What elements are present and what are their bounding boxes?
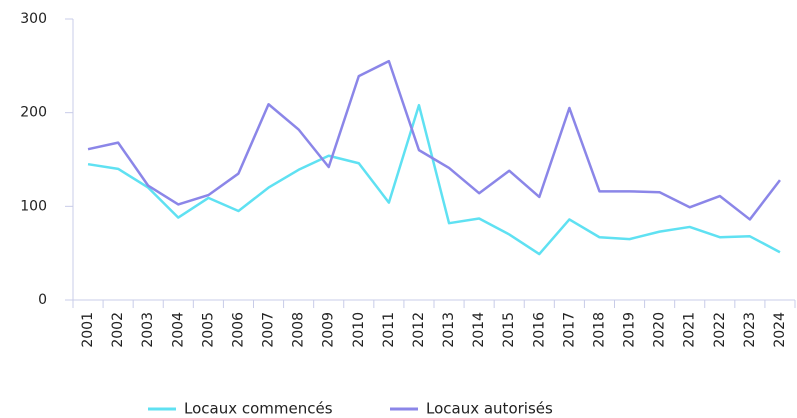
y-tick-label: 0 bbox=[38, 292, 47, 308]
x-tick-label: 2018 bbox=[591, 312, 607, 348]
legend-label: Locaux commencés bbox=[184, 400, 333, 418]
x-tick-label: 2014 bbox=[471, 312, 487, 348]
x-tick-label: 2022 bbox=[712, 312, 728, 348]
x-tick-label: 2011 bbox=[381, 312, 397, 348]
x-tick-label: 2024 bbox=[772, 312, 788, 348]
y-tick-label: 300 bbox=[20, 11, 47, 27]
y-tick-label: 200 bbox=[20, 105, 47, 121]
x-tick-label: 2006 bbox=[230, 312, 246, 348]
legend-label: Locaux autorisés bbox=[426, 400, 553, 418]
x-tick-label: 2017 bbox=[561, 312, 577, 348]
x-tick-label: 2010 bbox=[351, 312, 367, 348]
x-tick-label: 2005 bbox=[200, 312, 216, 348]
x-tick-label: 2002 bbox=[110, 312, 126, 348]
x-tick-label: 2012 bbox=[411, 312, 427, 348]
x-tick-label: 2020 bbox=[652, 312, 668, 348]
x-tick-label: 2019 bbox=[622, 312, 638, 348]
x-tick-label: 2003 bbox=[140, 312, 156, 348]
y-tick-label: 100 bbox=[20, 198, 47, 214]
x-tick-label: 2015 bbox=[501, 312, 517, 348]
x-tick-label: 2001 bbox=[80, 312, 96, 348]
x-tick-label: 2013 bbox=[441, 312, 457, 348]
x-tick-label: 2021 bbox=[682, 312, 698, 348]
x-tick-label: 2007 bbox=[261, 312, 277, 348]
series-line bbox=[87, 103, 781, 256]
x-tick-label: 2009 bbox=[321, 312, 337, 348]
series-line bbox=[87, 59, 781, 221]
x-tick-label: 2004 bbox=[170, 312, 186, 348]
x-tick-label: 2023 bbox=[742, 312, 758, 348]
x-tick-label: 2016 bbox=[531, 312, 547, 348]
x-tick-label: 2008 bbox=[291, 312, 307, 348]
